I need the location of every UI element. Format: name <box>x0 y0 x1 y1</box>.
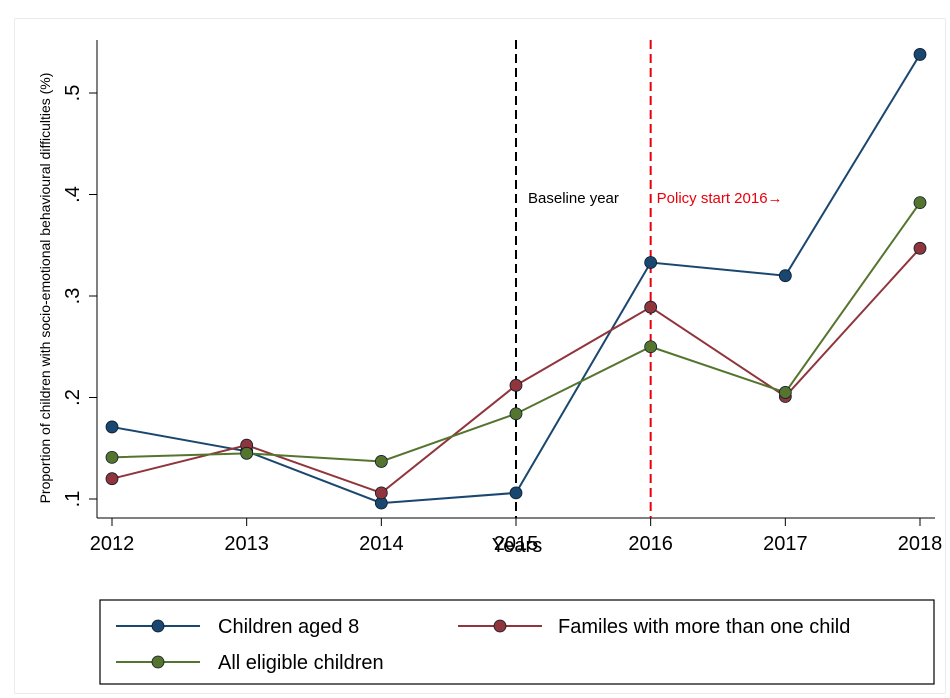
legend-swatch-marker <box>151 655 165 669</box>
y-tick-label: .5 <box>62 85 84 102</box>
data-point <box>509 486 523 500</box>
x-tick-label: 2016 <box>628 533 673 555</box>
y-tick-label: .2 <box>62 389 84 406</box>
baseline-year-label: Baseline year <box>528 190 619 207</box>
y-axis-title: Proportion of children with socio-emotio… <box>37 73 53 504</box>
legend-label: Familes with more than one child <box>558 616 850 638</box>
x-tick-label: 2014 <box>359 533 404 555</box>
data-point <box>509 378 523 392</box>
data-point <box>644 340 658 354</box>
series-3 <box>105 196 927 468</box>
x-tick-label: 2015 <box>494 533 539 555</box>
data-point <box>778 386 792 399</box>
y-tick-label: .4 <box>62 186 84 203</box>
series-group <box>105 48 927 510</box>
reference-lines: Baseline year Policy start 2016→ <box>515 40 783 518</box>
legend: Children aged 8 Familes with more than on… <box>99 599 935 685</box>
data-point <box>913 48 927 61</box>
y-tick-label: .3 <box>62 288 84 305</box>
x-tick-label: 2012 <box>90 533 135 555</box>
data-point <box>913 196 927 210</box>
legend-label: Children aged 8 <box>218 616 359 638</box>
data-point <box>105 472 119 486</box>
chart-border <box>14 18 946 694</box>
legend-swatch-marker <box>151 619 165 633</box>
x-tick-label: 2013 <box>224 533 269 555</box>
legend-item: Children aged 8 <box>116 616 359 638</box>
data-point <box>913 241 927 255</box>
data-point <box>509 407 523 421</box>
y-tick-label: .1 <box>62 491 84 508</box>
legend-item: Familes with more than one child <box>458 616 850 638</box>
legend-label: All eligible children <box>218 652 384 674</box>
legend-swatch-marker <box>493 619 507 633</box>
legend-item: All eligible children <box>116 652 384 674</box>
x-axis-title: Years <box>492 535 542 557</box>
data-point <box>778 269 792 283</box>
data-point <box>240 446 254 460</box>
data-point <box>374 455 388 468</box>
data-point <box>644 300 658 314</box>
data-point <box>105 420 119 434</box>
data-point <box>374 486 388 500</box>
policy-start-label: Policy start 2016→ <box>657 190 783 207</box>
data-point <box>644 256 658 269</box>
x-tick-label: 2018 <box>898 533 943 555</box>
axes: .1 .2 .3 .4 .5 2012 2013 2014 2015 2016 2017 2018 <box>62 40 942 555</box>
legend-box <box>99 599 935 685</box>
data-point <box>105 450 119 464</box>
x-tick-label: 2017 <box>763 533 808 555</box>
